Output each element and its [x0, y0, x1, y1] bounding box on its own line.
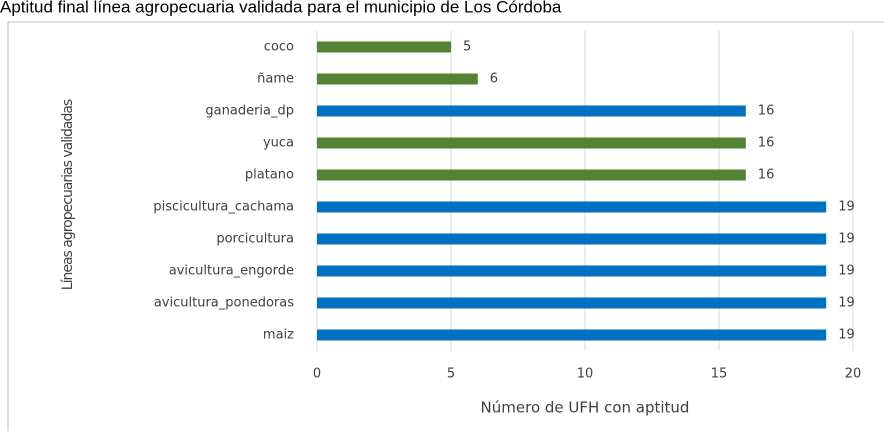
y-tick-label: maiz — [263, 328, 294, 343]
bar — [317, 233, 827, 245]
x-tick-label: 15 — [711, 367, 728, 382]
data-label: 19 — [838, 200, 855, 215]
data-label: 19 — [838, 328, 855, 343]
y-tick-label: ñame — [257, 72, 294, 87]
y-tick-label: ganaderia_dp — [205, 104, 294, 119]
y-tick-label: platano — [245, 168, 294, 183]
y-tick-label: coco — [264, 40, 294, 55]
y-tick-label: porcicultura — [216, 232, 294, 247]
bar — [317, 297, 827, 309]
x-axis-label: Número de UFH con aptitud — [481, 399, 690, 417]
x-tick-label: 0 — [313, 367, 321, 382]
bar — [317, 265, 827, 277]
bar — [317, 137, 746, 149]
y-tick-label: piscicultura_cachama — [153, 200, 294, 215]
data-label: 19 — [838, 296, 855, 311]
x-tick-label: 5 — [447, 367, 455, 382]
data-label: 16 — [758, 168, 775, 183]
bar — [317, 73, 478, 85]
y-axis-label: Líneas agropecuarias validadas — [60, 99, 76, 290]
bar — [317, 169, 746, 181]
data-label: 16 — [758, 104, 775, 119]
data-label: 6 — [490, 72, 498, 87]
data-label: 16 — [758, 136, 775, 151]
y-tick-label: avicultura_ponedoras — [154, 296, 294, 311]
bar — [317, 105, 746, 117]
x-tick-label: 10 — [577, 367, 594, 382]
data-label: 19 — [838, 232, 855, 247]
bar — [317, 201, 827, 213]
y-tick-label: yuca — [263, 136, 294, 151]
data-label: 5 — [463, 40, 471, 55]
data-label: 19 — [838, 264, 855, 279]
bar — [317, 41, 451, 53]
bar — [317, 329, 827, 341]
chart-title: Aptitud final línea agropecuaria validad… — [0, 0, 562, 16]
y-tick-label: avicultura_engorde — [169, 264, 294, 279]
x-tick-label: 20 — [845, 367, 862, 382]
